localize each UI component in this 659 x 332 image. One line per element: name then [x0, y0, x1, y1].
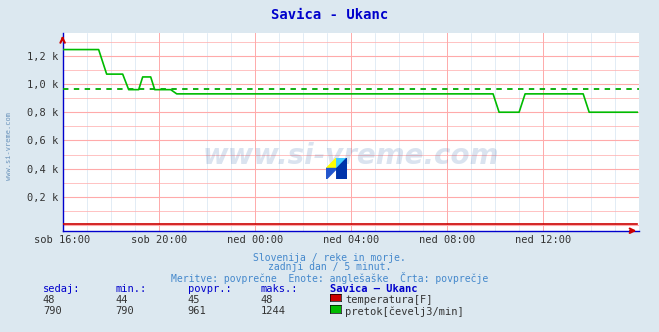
- Text: 48: 48: [260, 295, 273, 305]
- Text: 961: 961: [188, 306, 206, 316]
- Text: 790: 790: [115, 306, 134, 316]
- Polygon shape: [337, 158, 347, 169]
- Text: temperatura[F]: temperatura[F]: [345, 295, 433, 305]
- Text: www.si-vreme.com: www.si-vreme.com: [203, 142, 499, 170]
- Text: Meritve: povprečne  Enote: anglešaške  Črta: povprečje: Meritve: povprečne Enote: anglešaške Črt…: [171, 272, 488, 284]
- Text: min.:: min.:: [115, 284, 146, 294]
- Text: sedaj:: sedaj:: [43, 284, 80, 294]
- Text: povpr.:: povpr.:: [188, 284, 231, 294]
- Text: 44: 44: [115, 295, 128, 305]
- Text: www.si-vreme.com: www.si-vreme.com: [5, 112, 12, 180]
- Text: zadnji dan / 5 minut.: zadnji dan / 5 minut.: [268, 262, 391, 272]
- Text: 790: 790: [43, 306, 61, 316]
- Text: 48: 48: [43, 295, 55, 305]
- Text: 45: 45: [188, 295, 200, 305]
- Text: Savica - Ukanc: Savica - Ukanc: [271, 8, 388, 22]
- Polygon shape: [326, 158, 337, 169]
- Text: maks.:: maks.:: [260, 284, 298, 294]
- Text: Savica – Ukanc: Savica – Ukanc: [330, 284, 417, 294]
- Polygon shape: [337, 158, 347, 179]
- Polygon shape: [326, 169, 337, 179]
- Text: pretok[čevelj3/min]: pretok[čevelj3/min]: [345, 306, 464, 317]
- Text: 1244: 1244: [260, 306, 285, 316]
- Text: Slovenija / reke in morje.: Slovenija / reke in morje.: [253, 253, 406, 263]
